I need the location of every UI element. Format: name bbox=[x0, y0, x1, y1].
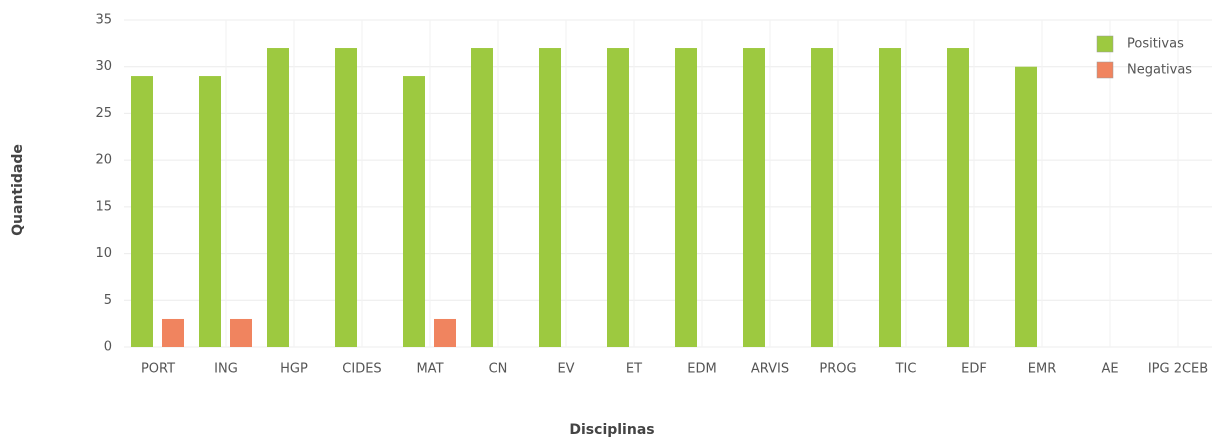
y-tick-label: 5 bbox=[104, 293, 112, 308]
bar bbox=[199, 76, 221, 348]
bar bbox=[675, 48, 697, 348]
legend-label: Positivas bbox=[1127, 37, 1184, 52]
x-tick-label: ET bbox=[626, 362, 642, 377]
x-tick-label: HGP bbox=[280, 362, 308, 377]
bar bbox=[131, 76, 153, 348]
bar bbox=[335, 48, 357, 348]
x-tick-label: EDM bbox=[687, 362, 716, 377]
y-axis-title: Quantidade bbox=[10, 144, 26, 236]
y-tick-label: 15 bbox=[95, 199, 112, 214]
bar bbox=[162, 318, 184, 347]
x-tick-label: CN bbox=[489, 362, 508, 377]
x-tick-label: AE bbox=[1101, 362, 1118, 377]
y-tick-label: 20 bbox=[95, 153, 112, 168]
legend-swatch bbox=[1096, 35, 1114, 53]
y-tick-label: 10 bbox=[95, 246, 112, 261]
bar bbox=[811, 48, 833, 348]
x-tick-label: EMR bbox=[1028, 362, 1056, 377]
x-tick-label: CIDES bbox=[342, 362, 381, 377]
x-axis-title: Disciplinas bbox=[569, 422, 654, 438]
x-tick-label: MAT bbox=[416, 362, 443, 377]
bar bbox=[434, 318, 456, 347]
legend-swatch bbox=[1096, 61, 1114, 79]
y-tick-label: 25 bbox=[95, 106, 112, 121]
x-tick-label: EV bbox=[557, 362, 574, 377]
legend-label: Negativas bbox=[1127, 63, 1192, 78]
bar bbox=[267, 48, 289, 348]
x-tick-label: PROG bbox=[819, 362, 856, 377]
bar bbox=[743, 48, 765, 348]
bar bbox=[539, 48, 561, 348]
y-tick-label: 30 bbox=[95, 59, 112, 74]
x-tick-label: EDF bbox=[961, 362, 987, 377]
bar bbox=[230, 318, 252, 347]
x-tick-label: ARVIS bbox=[751, 362, 789, 377]
bar bbox=[879, 48, 901, 348]
bar bbox=[607, 48, 629, 348]
x-tick-label: IPG 2CEB bbox=[1148, 362, 1208, 377]
bar bbox=[403, 76, 425, 348]
x-tick-label: PORT bbox=[141, 362, 175, 377]
bar bbox=[471, 48, 493, 348]
x-tick-label: ING bbox=[214, 362, 238, 377]
y-tick-label: 0 bbox=[104, 340, 112, 355]
bar bbox=[947, 48, 969, 348]
y-tick-label: 35 bbox=[95, 13, 112, 28]
bar bbox=[1015, 66, 1037, 347]
x-tick-label: TIC bbox=[895, 362, 917, 377]
